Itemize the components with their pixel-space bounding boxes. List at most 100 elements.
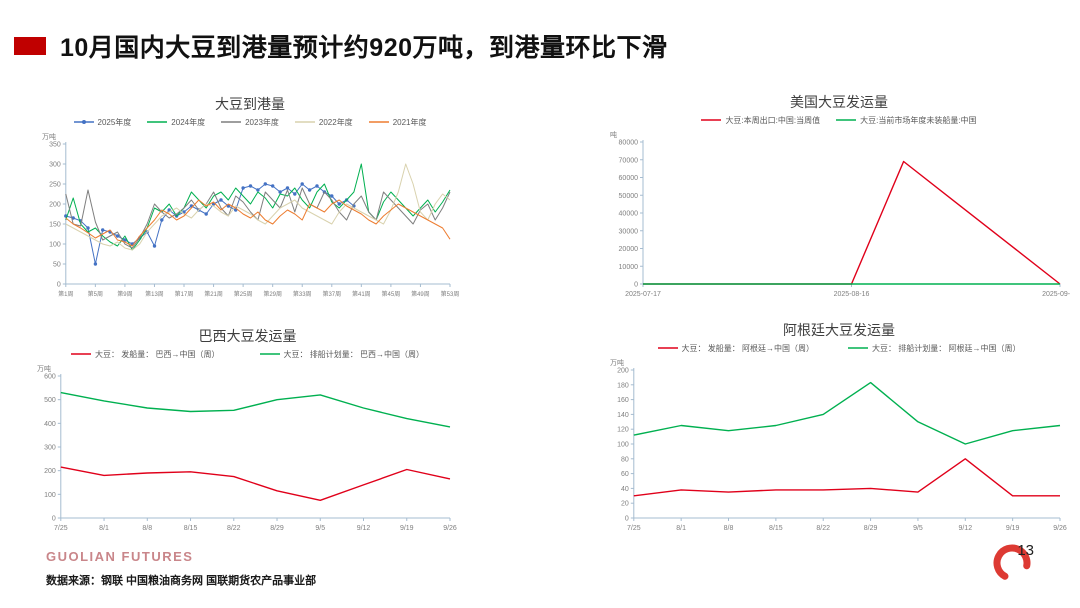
x-tick-label: 第45周 <box>382 290 401 298</box>
legend-swatch <box>221 121 242 123</box>
y-tick-label: 140 <box>617 412 629 419</box>
legend-swatch <box>73 120 94 124</box>
x-tick-label: 第53周 <box>441 290 460 298</box>
series-marker <box>315 184 319 188</box>
legend-item: 大豆： 排船计划量： 巴西→中国（周） <box>259 349 424 360</box>
x-tick-label: 第17周 <box>175 290 194 298</box>
legend-swatch <box>836 119 857 121</box>
chart-title-brazil-shipments: 巴西大豆发运量 <box>198 328 297 344</box>
chart-panel-us-shipments: 美国大豆发运量 大豆:本周出口:中国:当周值 大豆:当前市场年度未装船量:中国 吨… <box>608 92 1070 306</box>
legend-item: 2023年度 <box>221 117 279 128</box>
brand-logo-text: GUOLIAN FUTURES <box>46 549 194 564</box>
legend-label: 大豆： 发船量： 阿根廷→中国（周） <box>681 343 814 353</box>
legend-swatch <box>848 347 868 349</box>
legend-swatch <box>71 353 92 355</box>
series-marker <box>271 184 275 188</box>
series-marker <box>219 198 223 202</box>
y-tick-label: 30000 <box>619 228 639 235</box>
legend-item: 大豆： 发船量： 阿根廷→中国（周） <box>657 343 814 354</box>
chart-title-arrivals: 大豆到港量 <box>215 96 285 112</box>
legend-swatch <box>259 353 280 355</box>
series-line <box>633 458 1060 497</box>
y-tick-label: 200 <box>49 202 61 209</box>
x-tick-label: 第9周 <box>117 290 132 298</box>
y-axis-unit-label: 万吨 <box>610 358 624 367</box>
legend-item: 2021年度 <box>368 117 427 128</box>
y-tick-label: 40000 <box>619 211 639 218</box>
chart-legend-argentina-shipments: 大豆： 发船量： 阿根廷→中国（周） 大豆： 排船计划量： 阿根廷→中国（周） <box>608 340 1070 356</box>
x-tick-label: 第33周 <box>293 290 312 298</box>
y-tick-label: 200 <box>617 368 629 375</box>
x-tick-label: 9/26 <box>443 525 457 532</box>
y-tick-label: 0 <box>634 282 638 289</box>
x-tick-label: 第37周 <box>322 290 341 298</box>
y-tick-label: 20 <box>621 501 629 508</box>
legend-label: 大豆： 排船计划量： 阿根廷→中国（周） <box>872 343 1021 353</box>
legend-label: 2021年度 <box>392 117 427 127</box>
series-marker <box>204 212 208 216</box>
x-tick-label: 9/12 <box>357 525 371 532</box>
y-tick-label: 150 <box>49 222 61 229</box>
series-line <box>643 160 1061 285</box>
x-tick-label: 8/1 <box>99 525 109 532</box>
series-line <box>60 391 451 428</box>
x-tick-label: 8/8 <box>142 525 152 532</box>
legend-swatch <box>294 121 315 123</box>
y-tick-label: 80000 <box>619 140 639 147</box>
legend-swatch <box>701 119 722 121</box>
y-tick-label: 400 <box>44 421 56 428</box>
y-tick-label: 80 <box>621 456 629 463</box>
series-marker <box>241 186 245 190</box>
series-line <box>65 199 451 247</box>
y-tick-label: 300 <box>44 445 56 452</box>
brazil-shipments-chart-plot: 万吨 0 100 200 300 400 500 600 7/25 8/1 8/8 8/15 8/22 8… <box>37 364 457 532</box>
y-tick-label: 250 <box>49 182 61 189</box>
argentina-shipments-chart-plot: 万吨 0 20 40 60 80 100 120 140 160 180 200 7/25 8/1 8/8 8… <box>610 358 1067 532</box>
x-tick-label: 第5周 <box>88 290 103 298</box>
legend-item: 2022年度 <box>294 117 353 128</box>
legend-swatch <box>657 347 678 349</box>
y-tick-label: 120 <box>617 427 629 434</box>
x-tick-label: 9/26 <box>1053 525 1067 532</box>
series-marker <box>263 182 267 186</box>
x-tick-label: 2025-08-16 <box>834 291 870 298</box>
y-tick-label: 100 <box>617 442 629 449</box>
x-tick-label: 9/12 <box>958 525 972 532</box>
x-tick-label: 第21周 <box>204 290 223 298</box>
x-tick-label: 8/15 <box>769 525 783 532</box>
y-tick-label: 500 <box>44 397 56 404</box>
series-marker <box>278 190 282 194</box>
y-tick-label: 100 <box>49 242 61 249</box>
y-tick-label: 350 <box>49 142 61 149</box>
y-tick-label: 70000 <box>619 157 639 164</box>
x-tick-label: 第25周 <box>234 290 253 298</box>
series-marker <box>86 226 90 230</box>
legend-label: 2023年度 <box>245 117 279 127</box>
legend-item: 大豆:本周出口:中国:当周值 <box>701 115 820 126</box>
arrivals-chart-plot: 万吨 0 50 100 150 200 250 300 350 第1周 第5周 第9周 第13周 第17周… <box>42 132 460 298</box>
y-tick-label: 20000 <box>619 246 639 253</box>
legend-label: 大豆:本周出口:中国:当周值 <box>725 115 821 125</box>
x-tick-label: 2025-09-15 <box>1042 291 1070 298</box>
y-tick-label: 60 <box>621 471 629 478</box>
x-tick-label: 8/22 <box>227 525 241 532</box>
legend-label: 大豆： 排船计划量： 巴西→中国（周） <box>283 349 424 359</box>
x-tick-label: 第29周 <box>263 290 282 298</box>
chart-panel-arrivals: 大豆到港量 2025年度 2024年度 2023年度 2022年度 2021年度 万吨 0… <box>40 94 460 306</box>
series-marker <box>285 186 290 190</box>
y-tick-label: 50 <box>53 262 61 269</box>
x-tick-label: 9/5 <box>315 525 325 532</box>
chart-legend-arrivals: 2025年度 2024年度 2023年度 2022年度 2021年度 <box>40 114 460 130</box>
y-tick-label: 200 <box>44 468 56 475</box>
legend-label: 2025年度 <box>97 117 132 127</box>
series-marker <box>123 238 127 242</box>
y-axis-unit-label: 吨 <box>610 130 617 139</box>
y-axis-unit-label: 万吨 <box>37 364 51 373</box>
y-tick-label: 0 <box>52 516 56 523</box>
legend-swatch <box>147 121 168 123</box>
legend-item: 2024年度 <box>147 117 205 128</box>
series-marker <box>293 192 297 196</box>
series-marker <box>160 218 164 222</box>
legend-item: 大豆:当前市场年度未装船量:中国 <box>836 115 977 126</box>
chart-panel-brazil-shipments: 巴西大豆发运量 大豆： 发船量： 巴西→中国（周） 大豆： 排船计划量： 巴西→中… <box>35 326 460 540</box>
